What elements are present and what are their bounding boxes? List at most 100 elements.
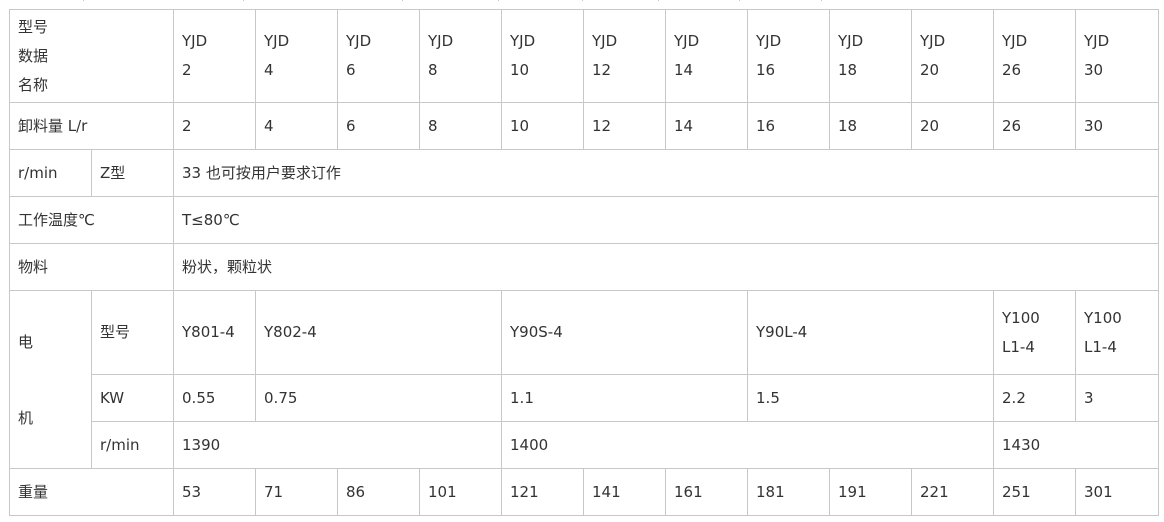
model-header-cell: YJD 18 (829, 9, 913, 103)
motor-model-line: L1-4 (1084, 337, 1117, 356)
model-series: YJD (756, 32, 782, 50)
discharge-value: 16 (747, 102, 831, 150)
weight-row: 重量 53 71 86 101 121 141 161 181 191 221 … (8, 468, 1160, 516)
motor-power-value: 1.5 (747, 374, 995, 422)
model-header-cell: YJD 14 (665, 9, 749, 103)
speed-row: r/min Z型 33 也可按用户要求订作 (9, 149, 1160, 197)
top-divider (498, 0, 499, 1)
motor-power-value: 0.55 (173, 374, 257, 422)
motor-rpm-value: 1430 (993, 421, 1160, 469)
weight-value: 101 (419, 468, 503, 516)
model-series: YJD (592, 32, 618, 50)
motor-rpm-label: r/min (90, 421, 175, 469)
model-header-cell: YJD 30 (1075, 9, 1160, 103)
temperature-value: T≤80℃ (173, 196, 1160, 244)
model-series: YJD (920, 32, 946, 50)
discharge-label: 卸料量 L/r (8, 102, 175, 150)
weight-value: 301 (1075, 468, 1160, 516)
motor-model-value: Y90L-4 (747, 290, 995, 375)
speed-type-label: Z型 (90, 149, 175, 197)
header-row: 型号 数据 名称 YJD 2 YJD 4 YJD 6 YJD 8 YJD 10 YJD 12… (8, 9, 1160, 103)
weight-value: 121 (501, 468, 585, 516)
motor-power-value: 2.2 (993, 374, 1077, 422)
speed-label: r/min (9, 149, 92, 197)
top-divider (83, 0, 84, 1)
motor-power-row: KW 0.55 0.75 1.1 1.5 2.2 3 (10, 374, 1160, 422)
motor-model-line: L1-4 (1002, 337, 1035, 356)
discharge-value: 4 (255, 102, 339, 150)
discharge-value: 8 (419, 102, 503, 150)
model-series: YJD (346, 32, 372, 50)
weight-value: 161 (665, 468, 749, 516)
model-size: 14 (674, 61, 694, 79)
material-label: 物料 (8, 243, 175, 291)
weight-value: 53 (173, 468, 257, 516)
material-value: 粉状，颗粒状 (173, 243, 1160, 291)
model-header-cell: YJD 12 (583, 9, 667, 103)
model-header-cell: YJD 8 (419, 9, 503, 103)
motor-model-line: Y100 (1084, 308, 1122, 327)
motor-model-value: Y100 L1-4 (1075, 290, 1160, 375)
motor-rpm-value: 1400 (501, 421, 995, 469)
header-label-line: 型号 (18, 17, 49, 36)
model-size: 4 (264, 61, 274, 79)
model-header-cell: YJD 6 (337, 9, 421, 103)
discharge-value: 14 (665, 102, 749, 150)
motor-power-value: 3 (1075, 374, 1160, 422)
top-divider (582, 0, 583, 1)
header-label-cell: 型号 数据 名称 (8, 9, 175, 103)
model-series: YJD (1084, 32, 1110, 50)
top-divider (402, 0, 403, 1)
model-size: 26 (1002, 61, 1022, 79)
model-size: 18 (838, 61, 858, 79)
discharge-value: 26 (993, 102, 1077, 150)
top-divider (821, 0, 822, 1)
header-label-line: 名称 (18, 75, 49, 94)
weight-value: 71 (255, 468, 339, 516)
temperature-row: 工作温度℃ T≤80℃ (8, 196, 1160, 244)
model-size: 6 (346, 61, 356, 79)
discharge-value: 10 (501, 102, 585, 150)
weight-label: 重量 (8, 468, 175, 516)
motor-model-value: Y802-4 (255, 290, 503, 375)
header-label-line: 数据 (18, 46, 49, 65)
model-series: YJD (1002, 32, 1028, 50)
model-series: YJD (428, 32, 454, 50)
model-header-cell: YJD 26 (993, 9, 1077, 103)
weight-value: 181 (747, 468, 831, 516)
model-series: YJD (264, 32, 290, 50)
temperature-label: 工作温度℃ (8, 196, 175, 244)
motor-model-line: Y100 (1002, 308, 1040, 327)
model-series: YJD (674, 32, 700, 50)
model-header-cell: YJD 10 (501, 9, 585, 103)
top-divider (658, 0, 659, 1)
motor-model-value: Y801-4 (173, 290, 257, 375)
model-size: 12 (592, 61, 612, 79)
weight-value: 191 (829, 468, 913, 516)
discharge-value: 20 (911, 102, 995, 150)
weight-value: 141 (583, 468, 667, 516)
discharge-value: 12 (583, 102, 667, 150)
motor-rpm-row: r/min 1390 1400 1430 (10, 421, 1160, 469)
motor-rpm-value: 1390 (173, 421, 503, 469)
model-header-cell: YJD 20 (911, 9, 995, 103)
specs-table: 型号 数据 名称 YJD 2 YJD 4 YJD 6 YJD 8 YJD 10 YJD 12… (8, 9, 1160, 516)
weight-value: 221 (911, 468, 995, 516)
motor-model-row: 电 机 型号 Y801-4 Y802-4 Y90S-4 Y90L-4 Y100 L… (9, 290, 1160, 469)
top-divider (739, 0, 740, 1)
top-divider (243, 0, 244, 1)
motor-model-value: Y100 L1-4 (993, 290, 1077, 375)
discharge-value: 2 (173, 102, 257, 150)
motor-power-label: KW (90, 374, 175, 422)
model-header-cell: YJD 2 (173, 9, 257, 103)
discharge-value: 30 (1075, 102, 1160, 150)
model-size: 16 (756, 61, 776, 79)
discharge-value: 6 (337, 102, 421, 150)
weight-value: 251 (993, 468, 1077, 516)
model-size: 30 (1084, 61, 1104, 79)
motor-power-value: 1.1 (501, 374, 749, 422)
motor-label-line: 机 (18, 408, 34, 427)
motor-label: 电 机 (9, 290, 92, 469)
discharge-row: 卸料量 L/r 2 4 6 8 10 12 14 16 18 20 26 30 (8, 102, 1160, 150)
discharge-value: 18 (829, 102, 913, 150)
